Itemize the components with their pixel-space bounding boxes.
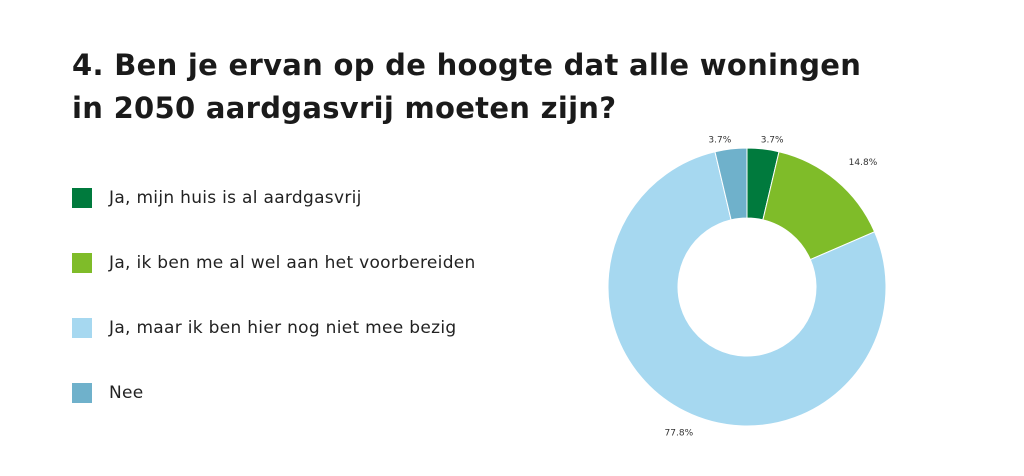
slice-label-ja-mijn-huis-is-al-aardgasvrij: 3.7%	[761, 135, 784, 145]
chart-legend: Ja, mijn huis is al aardgasvrij Ja, ik b…	[72, 186, 552, 446]
legend-label: Ja, ik ben me al wel aan het voorbereide…	[109, 253, 476, 273]
donut-chart: 3.7% 14.8% 77.8% 3.7%	[607, 135, 887, 438]
legend-swatch	[72, 383, 92, 403]
legend-swatch	[72, 188, 92, 208]
donut-value-labels: 3.7% 14.8% 77.8% 3.7%	[665, 135, 878, 438]
donut-slices	[607, 147, 887, 427]
slice-label-nee: 3.7%	[708, 135, 731, 145]
legend-label: Nee	[109, 383, 144, 403]
slice-label-ja-maar-ik-ben-hier-nog-niet-mee-bezig: 77.8%	[665, 428, 694, 438]
slice-label-ja-ik-ben-me-al-wel-aan-het-voorbereiden: 14.8%	[849, 158, 878, 168]
slice-nee	[714, 147, 748, 221]
legend-item-nee: Nee	[72, 381, 552, 405]
legend-label: Ja, mijn huis is al aardgasvrij	[109, 188, 362, 208]
legend-label: Ja, maar ik ben hier nog niet mee bezig	[109, 318, 457, 338]
legend-item-aardgasvrij: Ja, mijn huis is al aardgasvrij	[72, 186, 552, 210]
slice-ja-maar-ik-ben-hier-nog-niet-mee-bezig	[607, 151, 887, 427]
question-title: 4. Ben je ervan op de hoogte dat alle wo…	[72, 48, 862, 125]
legend-swatch	[72, 318, 92, 338]
legend-item-niet-bezig: Ja, maar ik ben hier nog niet mee bezig	[72, 316, 552, 340]
legend-item-voorbereiden: Ja, ik ben me al wel aan het voorbereide…	[72, 251, 552, 275]
legend-swatch	[72, 253, 92, 273]
